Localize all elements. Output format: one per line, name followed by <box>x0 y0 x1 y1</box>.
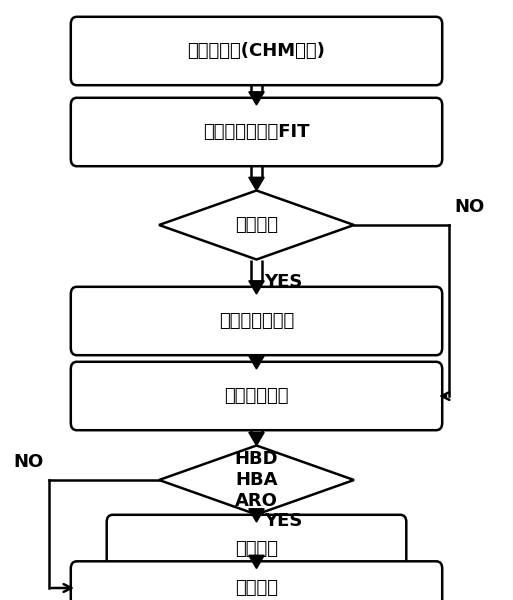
FancyBboxPatch shape <box>71 287 442 355</box>
Polygon shape <box>249 92 264 105</box>
Text: 读取排序球信息: 读取排序球信息 <box>219 312 294 330</box>
Polygon shape <box>159 191 354 259</box>
Polygon shape <box>249 509 264 522</box>
Polygon shape <box>249 556 264 569</box>
Text: 计算向量: 计算向量 <box>235 540 278 558</box>
FancyBboxPatch shape <box>107 515 406 583</box>
FancyBboxPatch shape <box>71 362 442 430</box>
Text: YES: YES <box>264 512 303 530</box>
FancyBboxPatch shape <box>71 17 442 85</box>
Text: HBD
HBA
ARO: HBD HBA ARO <box>234 449 279 511</box>
Text: NO: NO <box>13 453 44 471</box>
Text: 赋予权重: 赋予权重 <box>235 579 278 597</box>
Text: 文件指针移动至FIT: 文件指针移动至FIT <box>203 123 310 141</box>
FancyBboxPatch shape <box>71 98 442 166</box>
FancyBboxPatch shape <box>71 562 442 600</box>
Polygon shape <box>249 356 264 369</box>
Polygon shape <box>249 178 264 191</box>
Text: 有排序球: 有排序球 <box>235 216 278 234</box>
Polygon shape <box>249 281 264 294</box>
Polygon shape <box>249 432 264 445</box>
Text: YES: YES <box>264 273 303 291</box>
Text: 读入药效团(CHM文件): 读入药效团(CHM文件) <box>188 42 325 60</box>
Text: 读取药效信息: 读取药效信息 <box>224 387 289 405</box>
Polygon shape <box>159 445 354 514</box>
Text: NO: NO <box>454 198 484 216</box>
